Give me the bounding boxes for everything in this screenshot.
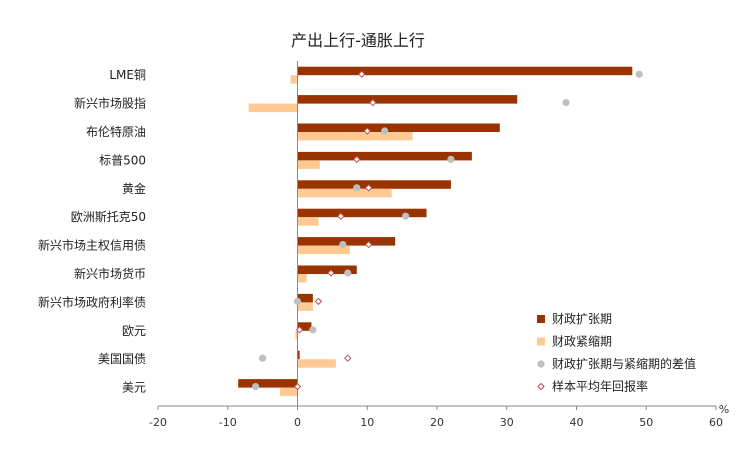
category-label: 美国国债 (98, 352, 146, 366)
average-return-diamond (369, 98, 377, 107)
category-label: LME铜 (109, 67, 146, 82)
bar-expansion (297, 95, 518, 104)
difference-dot (353, 184, 361, 192)
bar-expansion (297, 123, 500, 132)
bar-contraction (295, 330, 298, 340)
difference-dot (381, 127, 389, 135)
legend-label: 财政扩张期 (552, 312, 612, 326)
average-return-diamond (363, 127, 371, 135)
bar-contraction (280, 387, 298, 397)
bar-contraction (297, 274, 307, 283)
legend-label: 财政紧缩期 (552, 334, 612, 349)
category-label: 新兴市场货币 (74, 266, 146, 281)
bar-expansion (297, 237, 396, 246)
bar-contraction (297, 302, 313, 311)
difference-dot (562, 99, 570, 107)
bar-contraction (297, 160, 320, 169)
bar-contraction (297, 359, 336, 368)
bar-contraction (297, 245, 350, 255)
bar-contraction (297, 188, 392, 198)
axis-layer: -20 -10 0 10 20 30 40 50 60 (149, 61, 723, 429)
average-return-diamond (295, 326, 304, 334)
legend-swatch-diamond (537, 382, 545, 391)
bar-expansion (297, 322, 312, 331)
x-tick-label: 50 (639, 416, 653, 429)
bar-expansion (297, 180, 451, 189)
x-unit-label: % (719, 403, 729, 416)
average-return-diamond (344, 354, 352, 362)
category-label: 标普500 (99, 153, 146, 167)
category-labels: LME铜新兴市场股指布伦特原油标普500黄金欧洲斯托克50新兴市场主权信用债新兴… (38, 67, 146, 394)
bar-expansion (297, 350, 300, 360)
bars-layer (238, 66, 633, 397)
x-tick-label: 0 (294, 416, 301, 429)
average-return-diamond (293, 382, 302, 391)
difference-dot (635, 70, 643, 78)
x-tick-label: 40 (570, 416, 584, 429)
average-return-diamond (337, 212, 345, 220)
bar-expansion (297, 293, 313, 303)
average-return-diamond (364, 184, 373, 192)
x-tick-label: -10 (219, 416, 237, 429)
difference-dot (447, 155, 455, 163)
bar-contraction (297, 132, 413, 141)
x-tick-label: 60 (709, 416, 723, 429)
difference-dot (339, 241, 347, 249)
category-label: 美元 (122, 381, 146, 395)
difference-dot (309, 326, 317, 334)
legend-label: 样本平均年回报率 (552, 379, 648, 394)
difference-dot (252, 383, 260, 391)
difference-dot (259, 354, 267, 362)
x-tick-label: 10 (360, 416, 374, 429)
bar-contraction (290, 75, 298, 84)
bar-expansion (297, 151, 472, 161)
difference-dot (293, 297, 302, 305)
category-label: 欧洲斯托克50 (71, 210, 146, 224)
bar-expansion (297, 208, 427, 218)
x-tick-label: 30 (500, 416, 514, 429)
category-label: 新兴市场股指 (74, 96, 146, 111)
bar-contraction (297, 217, 319, 226)
average-return-diamond (353, 155, 361, 164)
average-return-diamond (327, 269, 335, 277)
bar-contraction (248, 103, 298, 113)
chart-title: 产出上行-通胀上行 (291, 31, 425, 50)
difference-dot (402, 212, 410, 220)
average-return-diamond (364, 240, 373, 249)
category-label: 黄金 (122, 181, 146, 196)
bar-expansion (238, 379, 298, 388)
x-tick-label: 20 (430, 416, 444, 429)
markers-layer (252, 70, 643, 391)
category-label: 布伦特原油 (86, 124, 146, 139)
bar-expansion (297, 66, 633, 76)
x-tick-label: -20 (149, 416, 167, 429)
average-return-diamond (314, 297, 323, 306)
difference-dot (344, 269, 352, 277)
bar-expansion (297, 265, 357, 274)
legend-swatch-dot (537, 360, 545, 368)
category-label: 新兴市场主权信用债 (38, 238, 146, 253)
average-return-diamond (357, 70, 366, 78)
legend-label: 财政扩张期与紧缩期的差值 (552, 356, 696, 371)
legend-swatch-bar (537, 315, 545, 323)
legend-swatch-bar (537, 337, 545, 346)
category-label: 新兴市场政府利率债 (38, 294, 146, 309)
category-label: 欧元 (122, 324, 146, 338)
